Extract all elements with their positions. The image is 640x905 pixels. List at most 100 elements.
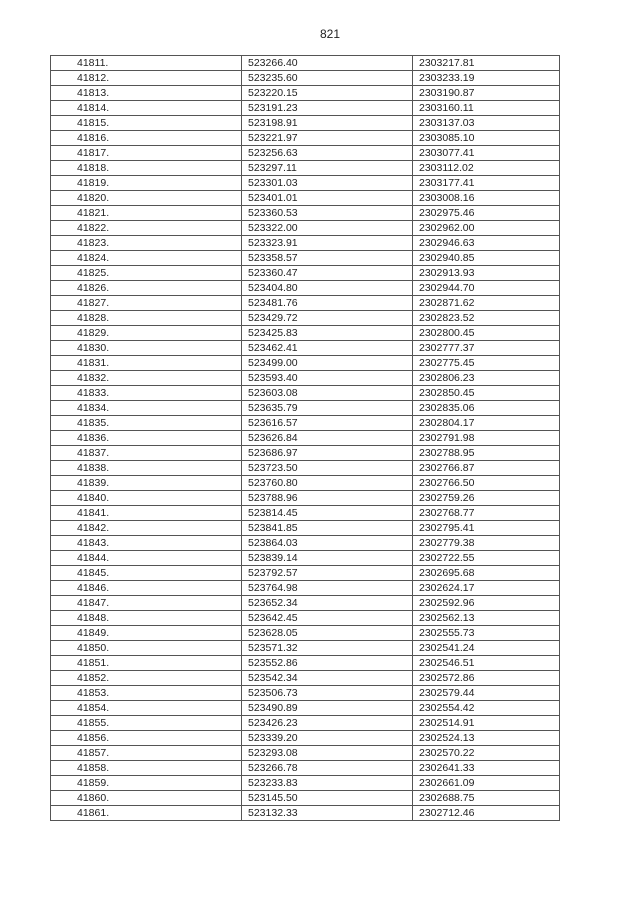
table-row: 41837. 523686.97 2302788.95	[50, 445, 560, 461]
table-row: 41812. 523235.60 2303233.19	[50, 70, 560, 86]
point-number-cell: 41830.	[50, 340, 242, 356]
point-number-cell: 41835.	[50, 415, 242, 431]
y-coordinate-cell: 2302661.09	[412, 775, 560, 791]
y-coordinate-cell: 2302850.45	[412, 385, 560, 401]
table-row: 41833. 523603.08 2302850.45	[50, 385, 560, 401]
x-coordinate-cell: 523686.97	[241, 445, 413, 461]
x-coordinate-cell: 523506.73	[241, 685, 413, 701]
x-coordinate-cell: 523723.50	[241, 460, 413, 476]
x-coordinate-cell: 523198.91	[241, 115, 413, 131]
table-row: 41820. 523401.01 2303008.16	[50, 190, 560, 206]
y-coordinate-cell: 2302554.42	[412, 700, 560, 716]
x-coordinate-cell: 523401.01	[241, 190, 413, 206]
point-number-cell: 41844.	[50, 550, 242, 566]
x-coordinate-cell: 523462.41	[241, 340, 413, 356]
point-number-cell: 41843.	[50, 535, 242, 551]
table-row: 41822. 523322.00 2302962.00	[50, 220, 560, 236]
point-number-cell: 41851.	[50, 655, 242, 671]
point-number-cell: 41813.	[50, 85, 242, 101]
y-coordinate-cell: 2302806.23	[412, 370, 560, 386]
table-row: 41839. 523760.80 2302766.50	[50, 475, 560, 491]
x-coordinate-cell: 523571.32	[241, 640, 413, 656]
x-coordinate-cell: 523301.03	[241, 175, 413, 191]
table-row: 41817. 523256.63 2303077.41	[50, 145, 560, 161]
y-coordinate-cell: 2302572.86	[412, 670, 560, 686]
x-coordinate-cell: 523616.57	[241, 415, 413, 431]
x-coordinate-cell: 523603.08	[241, 385, 413, 401]
table-row: 41842. 523841.85 2302795.41	[50, 520, 560, 536]
y-coordinate-cell: 2303233.19	[412, 70, 560, 86]
y-coordinate-cell: 2302779.38	[412, 535, 560, 551]
point-number-cell: 41850.	[50, 640, 242, 656]
point-number-cell: 41819.	[50, 175, 242, 191]
x-coordinate-cell: 523814.45	[241, 505, 413, 521]
table-row: 41823. 523323.91 2302946.63	[50, 235, 560, 251]
x-coordinate-cell: 523628.05	[241, 625, 413, 641]
x-coordinate-cell: 523266.40	[241, 55, 413, 71]
point-number-cell: 41848.	[50, 610, 242, 626]
y-coordinate-cell: 2302641.33	[412, 760, 560, 776]
y-coordinate-cell: 2302592.96	[412, 595, 560, 611]
y-coordinate-cell: 2302946.63	[412, 235, 560, 251]
point-number-cell: 41838.	[50, 460, 242, 476]
table-row: 41811. 523266.40 2303217.81	[50, 55, 560, 71]
table-row: 41838. 523723.50 2302766.87	[50, 460, 560, 476]
x-coordinate-cell: 523635.79	[241, 400, 413, 416]
point-number-cell: 41814.	[50, 100, 242, 116]
point-number-cell: 41815.	[50, 115, 242, 131]
y-coordinate-cell: 2302688.75	[412, 790, 560, 806]
point-number-cell: 41856.	[50, 730, 242, 746]
x-coordinate-cell: 523841.85	[241, 520, 413, 536]
point-number-cell: 41824.	[50, 250, 242, 266]
y-coordinate-cell: 2302514.91	[412, 715, 560, 731]
x-coordinate-cell: 523221.97	[241, 130, 413, 146]
point-number-cell: 41820.	[50, 190, 242, 206]
point-number-cell: 41826.	[50, 280, 242, 296]
point-number-cell: 41845.	[50, 565, 242, 581]
table-row: 41832. 523593.40 2302806.23	[50, 370, 560, 386]
x-coordinate-cell: 523499.00	[241, 355, 413, 371]
coordinates-table: 41811. 523266.40 2303217.81 41812. 523235.60…	[50, 55, 560, 821]
x-coordinate-cell: 523358.57	[241, 250, 413, 266]
y-coordinate-cell: 2302766.87	[412, 460, 560, 476]
x-coordinate-cell: 523764.98	[241, 580, 413, 596]
point-number-cell: 41855.	[50, 715, 242, 731]
x-coordinate-cell: 523864.03	[241, 535, 413, 551]
x-coordinate-cell: 523360.47	[241, 265, 413, 281]
y-coordinate-cell: 2302624.17	[412, 580, 560, 596]
x-coordinate-cell: 523145.50	[241, 790, 413, 806]
y-coordinate-cell: 2302562.13	[412, 610, 560, 626]
table-row: 41828. 523429.72 2302823.52	[50, 310, 560, 326]
point-number-cell: 41860.	[50, 790, 242, 806]
y-coordinate-cell: 2302775.45	[412, 355, 560, 371]
y-coordinate-cell: 2303112.02	[412, 160, 560, 176]
table-row: 41834. 523635.79 2302835.06	[50, 400, 560, 416]
x-coordinate-cell: 523429.72	[241, 310, 413, 326]
table-row: 41827. 523481.76 2302871.62	[50, 295, 560, 311]
table-row: 41814. 523191.23 2303160.11	[50, 100, 560, 116]
point-number-cell: 41827.	[50, 295, 242, 311]
table-row: 41851. 523552.86 2302546.51	[50, 655, 560, 671]
point-number-cell: 41861.	[50, 805, 242, 821]
point-number-cell: 41841.	[50, 505, 242, 521]
y-coordinate-cell: 2303217.81	[412, 55, 560, 71]
y-coordinate-cell: 2302546.51	[412, 655, 560, 671]
point-number-cell: 41854.	[50, 700, 242, 716]
table-row: 41825. 523360.47 2302913.93	[50, 265, 560, 281]
point-number-cell: 41837.	[50, 445, 242, 461]
x-coordinate-cell: 523626.84	[241, 430, 413, 446]
y-coordinate-cell: 2302759.26	[412, 490, 560, 506]
point-number-cell: 41831.	[50, 355, 242, 371]
point-number-cell: 41849.	[50, 625, 242, 641]
table-row: 41861. 523132.33 2302712.46	[50, 805, 560, 821]
x-coordinate-cell: 523323.91	[241, 235, 413, 251]
x-coordinate-cell: 523425.83	[241, 325, 413, 341]
point-number-cell: 41816.	[50, 130, 242, 146]
y-coordinate-cell: 2303085.10	[412, 130, 560, 146]
table-row: 41815. 523198.91 2303137.03	[50, 115, 560, 131]
y-coordinate-cell: 2302795.41	[412, 520, 560, 536]
table-row: 41826. 523404.80 2302944.70	[50, 280, 560, 296]
y-coordinate-cell: 2302524.13	[412, 730, 560, 746]
x-coordinate-cell: 523297.11	[241, 160, 413, 176]
y-coordinate-cell: 2302975.46	[412, 205, 560, 221]
